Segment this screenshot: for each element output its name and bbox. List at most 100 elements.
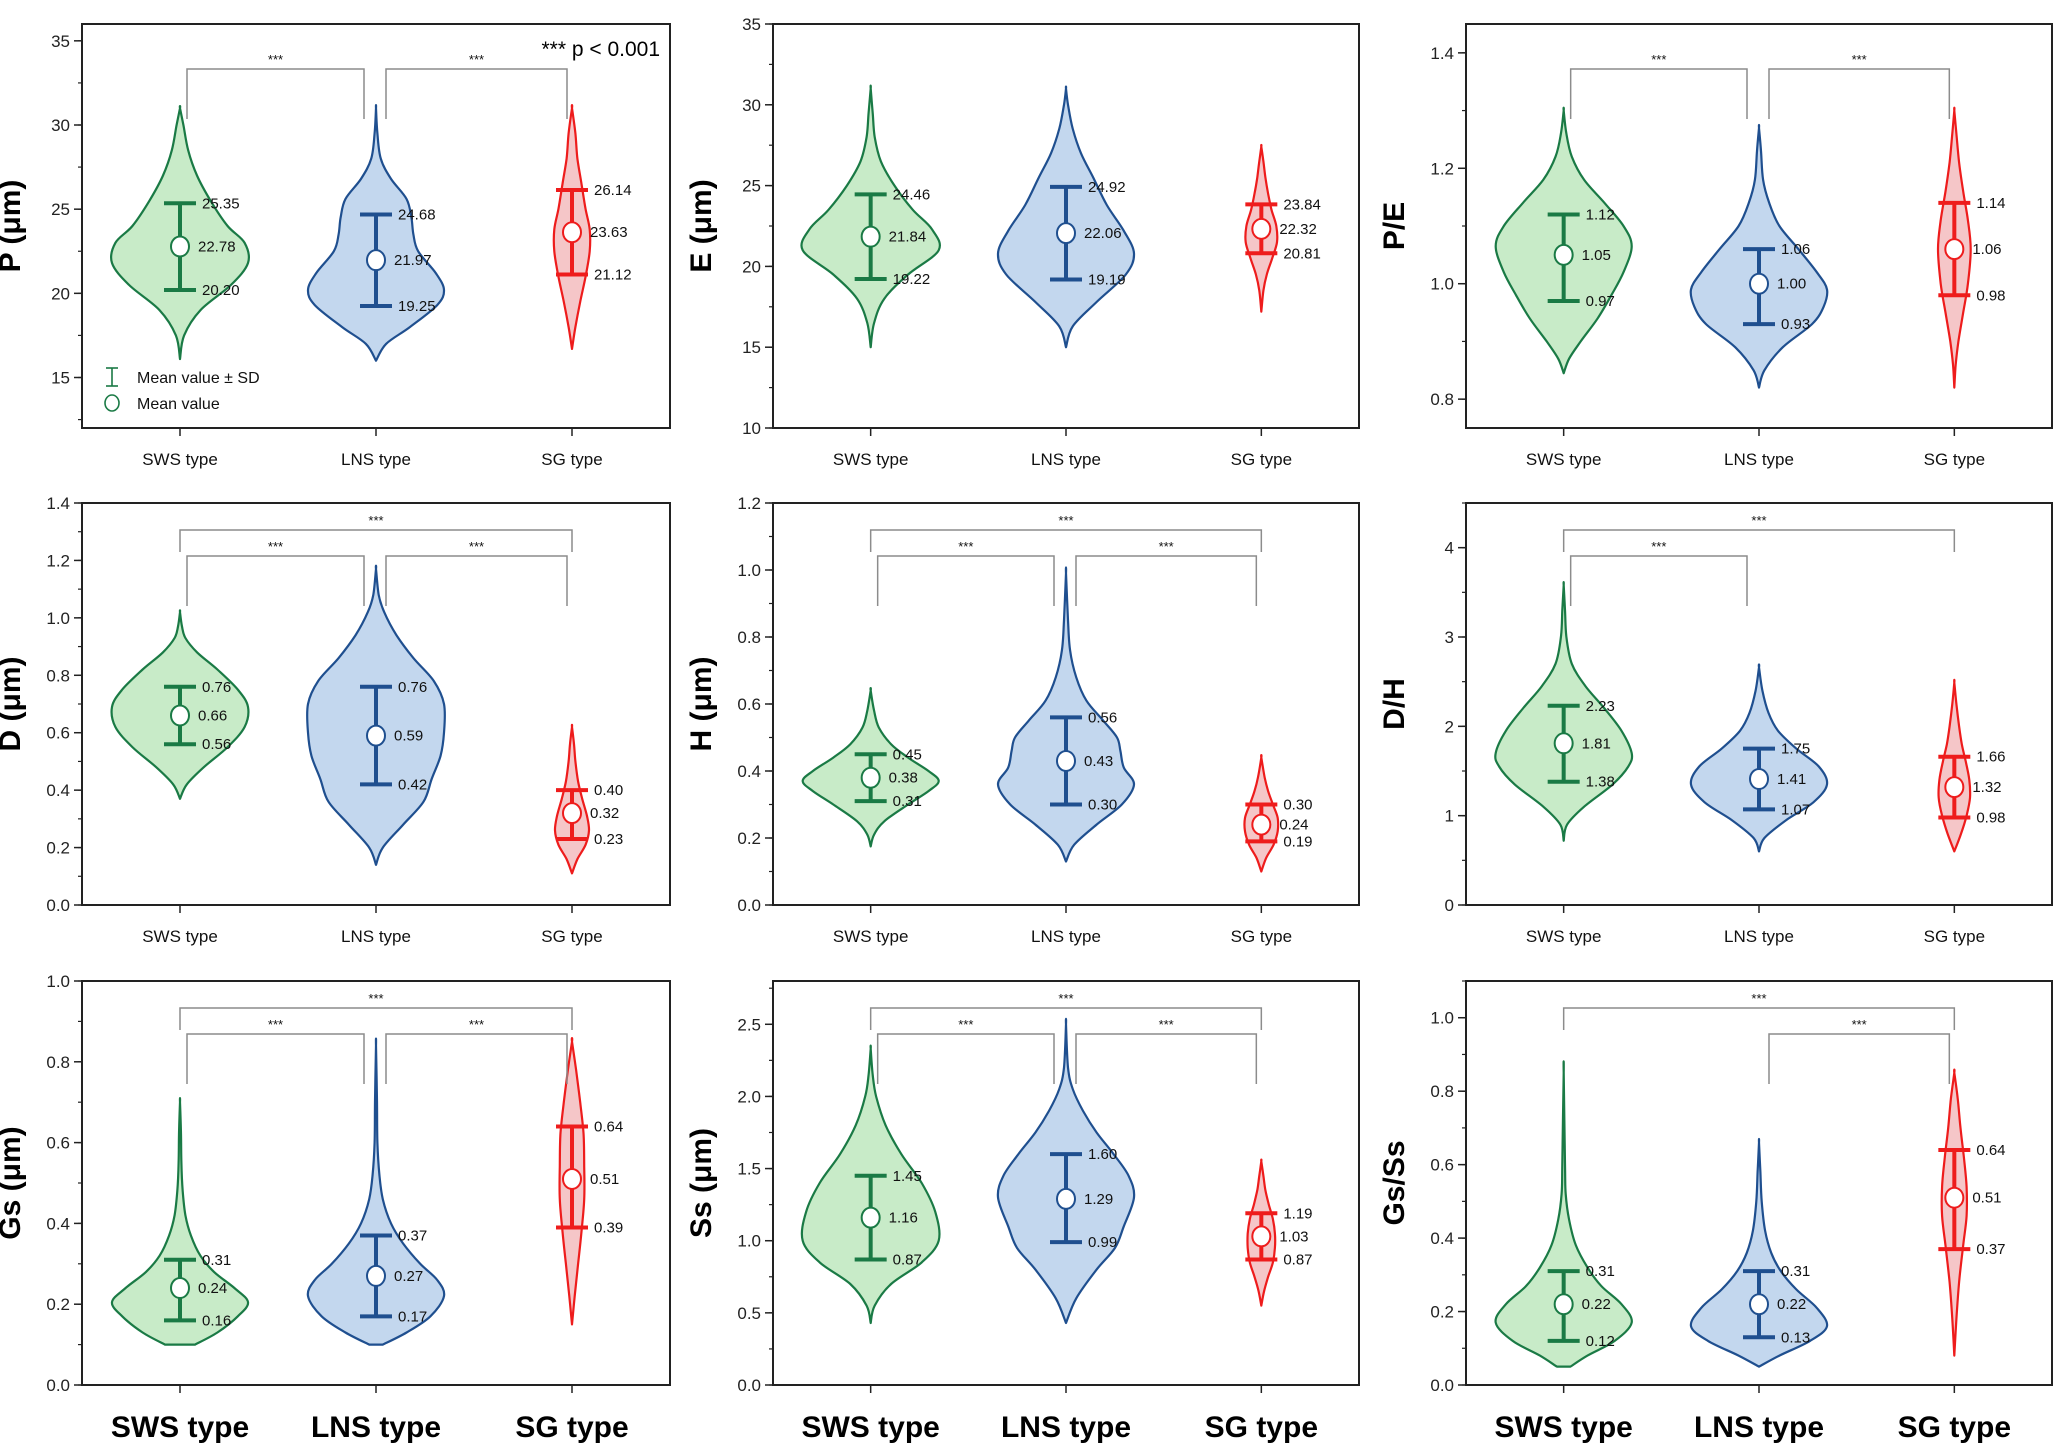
y-axis-label: P/E	[1378, 202, 1411, 250]
mean-marker	[860, 766, 881, 789]
significance-bracket	[876, 555, 1055, 606]
mean-marker	[1056, 222, 1076, 245]
legend-mean-icon	[104, 394, 120, 412]
y-axis-label: P (μm)	[0, 180, 27, 273]
mean-marker	[366, 249, 386, 272]
upper-value-label: 0.31	[1781, 1263, 1810, 1280]
upper-value-label: 1.75	[1781, 741, 1810, 758]
lower-value-label: 0.93	[1781, 316, 1810, 333]
significance-stars: ***	[469, 52, 484, 67]
lower-value-label: 0.23	[594, 831, 623, 848]
legend-mean-label: Mean value	[137, 396, 220, 413]
lower-value-label: 1.07	[1781, 801, 1810, 818]
mean-value-label: 0.24	[198, 1280, 227, 1297]
upper-value-label: 0.31	[1586, 1263, 1615, 1280]
y-tick-label: 0.0	[46, 1376, 70, 1395]
lower-value-label: 20.20	[202, 282, 240, 299]
upper-value-label: 25.35	[202, 195, 240, 212]
x-category-label: SWS type	[142, 450, 218, 469]
y-tick-label: 1.2	[1430, 159, 1454, 178]
x-category-label: SG type	[1205, 1411, 1318, 1444]
mean-marker	[860, 225, 881, 248]
lower-value-label: 0.31	[893, 793, 922, 810]
panel-d-h: 0 1 2 3 4 D/H SWS type LNS type SG type 2.23 1.81 1…	[1378, 502, 2053, 946]
mean-value-label: 1.41	[1777, 771, 1806, 788]
lower-value-label: 1.38	[1586, 774, 1615, 791]
upper-value-label: 0.64	[1976, 1142, 2005, 1159]
x-category-label: SG type	[1898, 1411, 2011, 1444]
lower-value-label: 19.19	[1088, 271, 1126, 288]
mean-marker	[1553, 1293, 1574, 1316]
panel-d-m: 0.0 0.2 0.4 0.6 0.8 1.0 1.2 1.4 D (μm) SWS type LN…	[0, 494, 671, 946]
x-category-label: LNS type	[1031, 927, 1101, 946]
upper-value-label: 0.37	[398, 1228, 427, 1245]
y-tick-label: 0.2	[1430, 1303, 1454, 1322]
mean-marker	[562, 221, 582, 244]
y-axis-label: Gs/Ss	[1378, 1140, 1411, 1225]
y-tick-label: 30	[742, 96, 761, 115]
lower-value-label: 0.19	[1283, 833, 1312, 850]
mean-value-label: 0.24	[1279, 817, 1308, 834]
mean-marker	[1749, 1293, 1769, 1316]
significance-bracket	[1569, 68, 1748, 119]
significance-bracket	[1075, 555, 1258, 606]
x-category-label: LNS type	[1724, 450, 1794, 469]
mean-marker	[366, 724, 386, 747]
mean-marker	[1251, 217, 1272, 240]
y-tick-label: 30	[51, 116, 70, 135]
upper-value-label: 0.56	[1088, 709, 1117, 726]
violin-lns	[1689, 1137, 1829, 1368]
upper-value-label: 0.64	[594, 1118, 623, 1135]
lower-value-label: 0.17	[398, 1308, 427, 1325]
significance-bracket	[385, 555, 568, 606]
lower-value-label: 20.81	[1283, 245, 1321, 262]
x-category-label: SWS type	[833, 450, 909, 469]
y-tick-label: 0.4	[46, 781, 70, 800]
mean-value-label: 23.63	[590, 224, 628, 241]
x-category-label: SG type	[1924, 927, 1985, 946]
x-category-label: LNS type	[341, 450, 411, 469]
significance-stars: ***	[368, 991, 383, 1006]
y-tick-label: 1.0	[737, 561, 761, 580]
y-tick-label: 0.4	[737, 762, 761, 781]
lower-value-label: 19.25	[398, 298, 436, 315]
y-tick-label: 1.2	[737, 494, 761, 513]
lower-value-label: 19.22	[893, 271, 931, 288]
mean-value-label: 21.97	[394, 252, 432, 269]
y-tick-label: 1.2	[46, 551, 70, 570]
x-category-label: SWS type	[833, 927, 909, 946]
mean-value-label: 1.05	[1582, 247, 1611, 264]
lower-value-label: 0.12	[1586, 1333, 1615, 1350]
panel-p-m: 15 20 25 30 35 P (μm) SWS type LNS type SG type 2…	[0, 23, 671, 469]
significance-stars: ***	[958, 539, 973, 554]
mean-marker	[1251, 813, 1272, 836]
x-category-label: SG type	[1231, 450, 1292, 469]
y-axis-label: E (μm)	[685, 179, 718, 272]
y-tick-label: 0.2	[737, 829, 761, 848]
y-tick-label: 15	[742, 338, 761, 357]
y-tick-label: 0	[1445, 896, 1454, 915]
y-tick-label: 0.0	[737, 896, 761, 915]
mean-marker	[1749, 272, 1769, 295]
upper-value-label: 1.45	[893, 1168, 922, 1185]
y-tick-label: 0.6	[737, 695, 761, 714]
y-tick-label: 15	[51, 369, 70, 388]
y-axis-label: Gs (μm)	[0, 1126, 27, 1239]
mean-value-label: 1.03	[1279, 1228, 1308, 1245]
x-category-label: LNS type	[1724, 927, 1794, 946]
significance-bracket	[1562, 529, 1956, 552]
significance-bracket	[186, 1033, 365, 1084]
mean-value-label: 0.66	[198, 707, 227, 724]
y-tick-label: 0.8	[46, 666, 70, 685]
significance-bracket	[869, 529, 1263, 552]
x-category-label: SWS type	[1526, 927, 1602, 946]
y-tick-label: 0.8	[1430, 390, 1454, 409]
y-tick-label: 0.0	[46, 896, 70, 915]
y-tick-label: 1.0	[46, 609, 70, 628]
violin-lns	[306, 1037, 446, 1346]
y-tick-label: 0.8	[1430, 1082, 1454, 1101]
x-category-label: SG type	[1924, 450, 1985, 469]
y-tick-label: 1	[1445, 807, 1454, 826]
upper-value-label: 1.19	[1283, 1205, 1312, 1222]
lower-value-label: 0.87	[1283, 1251, 1312, 1268]
